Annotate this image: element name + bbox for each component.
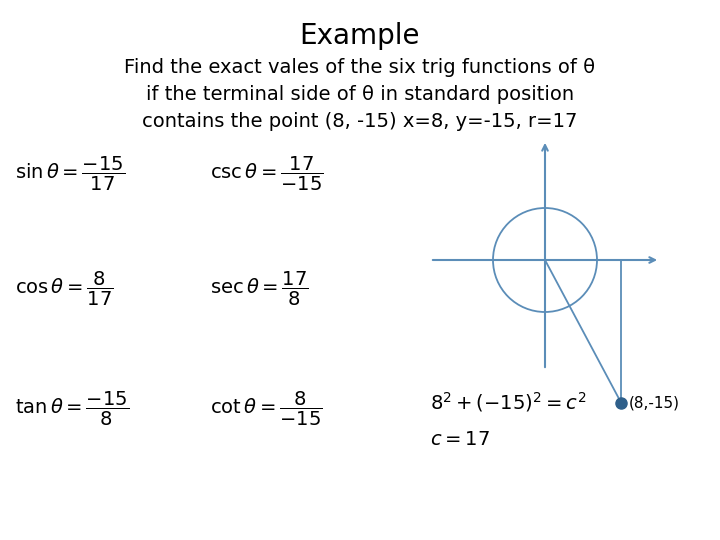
Text: $\cos\theta = \dfrac{8}{17}$: $\cos\theta = \dfrac{8}{17}$ — [15, 270, 114, 308]
Text: $8^2+(-15)^2=c^2$: $8^2+(-15)^2=c^2$ — [430, 390, 586, 414]
Text: (8,-15): (8,-15) — [629, 395, 680, 410]
Text: Example: Example — [300, 22, 420, 50]
Text: contains the point (8, -15) x=8, y=-15, r=17: contains the point (8, -15) x=8, y=-15, … — [143, 112, 577, 131]
Text: $\tan\theta = \dfrac{-15}{8}$: $\tan\theta = \dfrac{-15}{8}$ — [15, 390, 129, 428]
Text: $\cot\theta = \dfrac{8}{-15}$: $\cot\theta = \dfrac{8}{-15}$ — [210, 390, 323, 428]
Text: Find the exact vales of the six trig functions of θ: Find the exact vales of the six trig fun… — [125, 58, 595, 77]
Text: $\csc\theta = \dfrac{17}{-15}$: $\csc\theta = \dfrac{17}{-15}$ — [210, 155, 324, 193]
Text: $\sec\theta = \dfrac{17}{8}$: $\sec\theta = \dfrac{17}{8}$ — [210, 270, 309, 308]
Text: if the terminal side of θ in standard position: if the terminal side of θ in standard po… — [146, 85, 574, 104]
Text: $c=17$: $c=17$ — [430, 430, 490, 449]
Text: $\sin\theta = \dfrac{-15}{17}$: $\sin\theta = \dfrac{-15}{17}$ — [15, 155, 125, 193]
